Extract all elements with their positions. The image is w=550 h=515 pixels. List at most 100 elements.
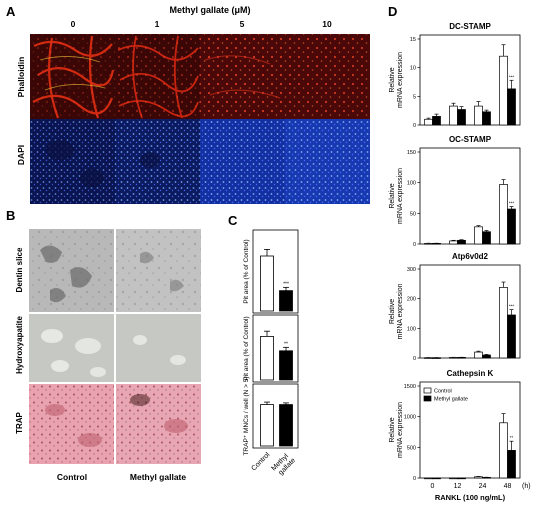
panel-d-title: Cathepsin K [447, 369, 494, 378]
ytick-label: 300 [407, 267, 416, 273]
panel-letter-c: C [228, 213, 238, 228]
panel-c-frame-3 [252, 383, 299, 449]
significance-mark: ** [510, 435, 514, 440]
bar-control-48h [499, 287, 508, 359]
bar-control-24h [474, 476, 483, 479]
significance-mark: *** [509, 201, 515, 206]
row-label-hydroxyapatite: Hydroxyapatite [15, 316, 24, 374]
ytick-label: 5 [413, 94, 416, 100]
legend-swatch-control [423, 387, 432, 394]
panel-c-frame-2 [252, 314, 299, 383]
ytick-label: 0 [413, 242, 416, 248]
panel-c-frame-1 [252, 229, 299, 314]
bar-control-0h [424, 477, 433, 480]
bar-methyl-gallate [279, 404, 293, 447]
micrograph-hydroxyapatite-control [29, 314, 114, 382]
panel-d-ylabel: RelativemRNA expression [389, 402, 404, 458]
micrograph-phalloidin-5 [200, 34, 285, 119]
col-label-methyl-gallate: Methyl gallate [130, 472, 186, 482]
bar-control-12h [449, 105, 458, 126]
legend-swatch-methyl-gallate [423, 395, 432, 402]
panel-letter-a: A [6, 4, 16, 19]
bar-methyl-gallate-24h [482, 354, 491, 359]
bar-methyl-gallate-12h [457, 109, 466, 126]
panel-d-chart-atp6v0d2: Atp6v0d2 0 100 200 300 *** RelativemRNA expres… [389, 252, 521, 362]
bar-charts: *** Pit area (% of Control) ** Pit area (% … [243, 22, 531, 502]
bar-methyl-gallate-48h [507, 88, 516, 126]
micrograph-hydroxyapatite-methyl-gallate [116, 314, 201, 382]
panel-d-chart-cathepsin-k: Cathepsin K 0 500 1000 1500 ** RelativemRNA ex… [389, 369, 531, 502]
bar-control-12h [449, 477, 458, 480]
ytick-label: 500 [407, 445, 416, 451]
row-label-trap: TRAP [15, 411, 24, 433]
ytick-label: 0 [413, 356, 416, 362]
conc-label-5: 5 [240, 19, 245, 29]
panel-d-title: OC-STAMP [449, 135, 492, 144]
panel-a: Methyl gallate (μM) 0 1 5 10 Phalloidin … [16, 5, 370, 204]
legend: Control Methyl gallate [423, 387, 468, 403]
significance-mark: *** [509, 74, 515, 79]
bar-methyl-gallate-48h [507, 208, 516, 245]
panel-d-ylabel: RelativemRNA expression [389, 283, 404, 339]
bar-methyl-gallate-0h [432, 116, 441, 126]
panel-d-frame [419, 147, 521, 245]
xtick-12: 12 [454, 483, 462, 490]
panel-a-title: Methyl gallate (μM) [169, 5, 250, 15]
bar-methyl-gallate-0h [432, 477, 441, 480]
bar-control-0h [424, 118, 433, 126]
legend-label-control: Control [434, 389, 452, 395]
ytick-label: 100 [407, 181, 416, 187]
x-unit: (h) [522, 483, 531, 490]
bar-methyl-gallate [279, 350, 293, 381]
conc-label-1: 1 [155, 19, 160, 29]
ytick-label: 10 [410, 66, 416, 72]
row-label-dapi: DAPI [16, 145, 26, 165]
bar-control-48h [499, 422, 508, 479]
panel-d-frame [419, 381, 521, 479]
panel-c-chart-1: *** Pit area (% of Control) [243, 229, 299, 314]
bar-control [260, 255, 274, 312]
bar-methyl-gallate [279, 290, 293, 312]
bar-methyl-gallate-12h [457, 239, 466, 245]
micrograph-dentin-control [29, 229, 114, 312]
micrograph-phalloidin-1 [115, 34, 200, 119]
panel-b: Dentin slice Hydroxyapatite TRAP [15, 229, 201, 482]
legend-label-methyl-gallate: Methyl gallate [434, 397, 468, 403]
row-label-dentin: Dentin slice [15, 247, 24, 292]
panel-d-title: Atp6v0d2 [452, 252, 489, 261]
col-label-control: Control [57, 472, 87, 482]
panel-letter-b: B [6, 208, 15, 223]
ytick-label: 1000 [404, 415, 416, 421]
micrograph-dentin-methyl-gallate [116, 229, 201, 312]
bar-methyl-gallate-48h [507, 314, 516, 359]
panel-d-frame [419, 264, 521, 359]
panel-letter-d: D [388, 4, 397, 19]
micrograph-dapi-1 [115, 119, 200, 204]
conc-label-10: 10 [322, 19, 332, 29]
panel-c-chart-3: TRAP⁺ MNCs / well (N > 5) [243, 376, 299, 456]
micrograph-trap-methyl-gallate [116, 384, 201, 464]
significance-mark: *** [283, 281, 289, 287]
significance-mark: *** [509, 304, 515, 309]
bar-methyl-gallate-12h [457, 477, 466, 480]
bar-control-48h [499, 55, 508, 126]
bar-methyl-gallate-48h [507, 450, 516, 479]
panel-c-ylabel-2: Pit area (% of Control) [243, 316, 250, 380]
conc-label-0: 0 [71, 19, 76, 29]
bar-control [260, 336, 274, 381]
ytick-label: 200 [407, 297, 416, 303]
row-label-phalloidin: Phalloidin [16, 57, 26, 98]
bar-control-48h [499, 184, 508, 245]
panel-c-ylabel-3: TRAP⁺ MNCs / well (N > 5) [243, 376, 250, 455]
panel-d-xlabel: RANKL (100 ng/mL) [435, 493, 506, 502]
ytick-label: 100 [407, 326, 416, 332]
panel-d-chart-oc-stamp: OC-STAMP 0 50 100 150 *** RelativemRNA express… [389, 135, 521, 248]
significance-mark: ** [284, 341, 288, 347]
xtick-24: 24 [479, 483, 487, 490]
panel-c-xtick-control: Control [250, 451, 271, 472]
micrograph-phalloidin-0 [30, 34, 115, 119]
panel-c-xaxis: Control Methyl gallate [250, 451, 297, 477]
ytick-label: 1500 [404, 384, 416, 390]
panel-d-title: DC-STAMP [449, 22, 491, 31]
